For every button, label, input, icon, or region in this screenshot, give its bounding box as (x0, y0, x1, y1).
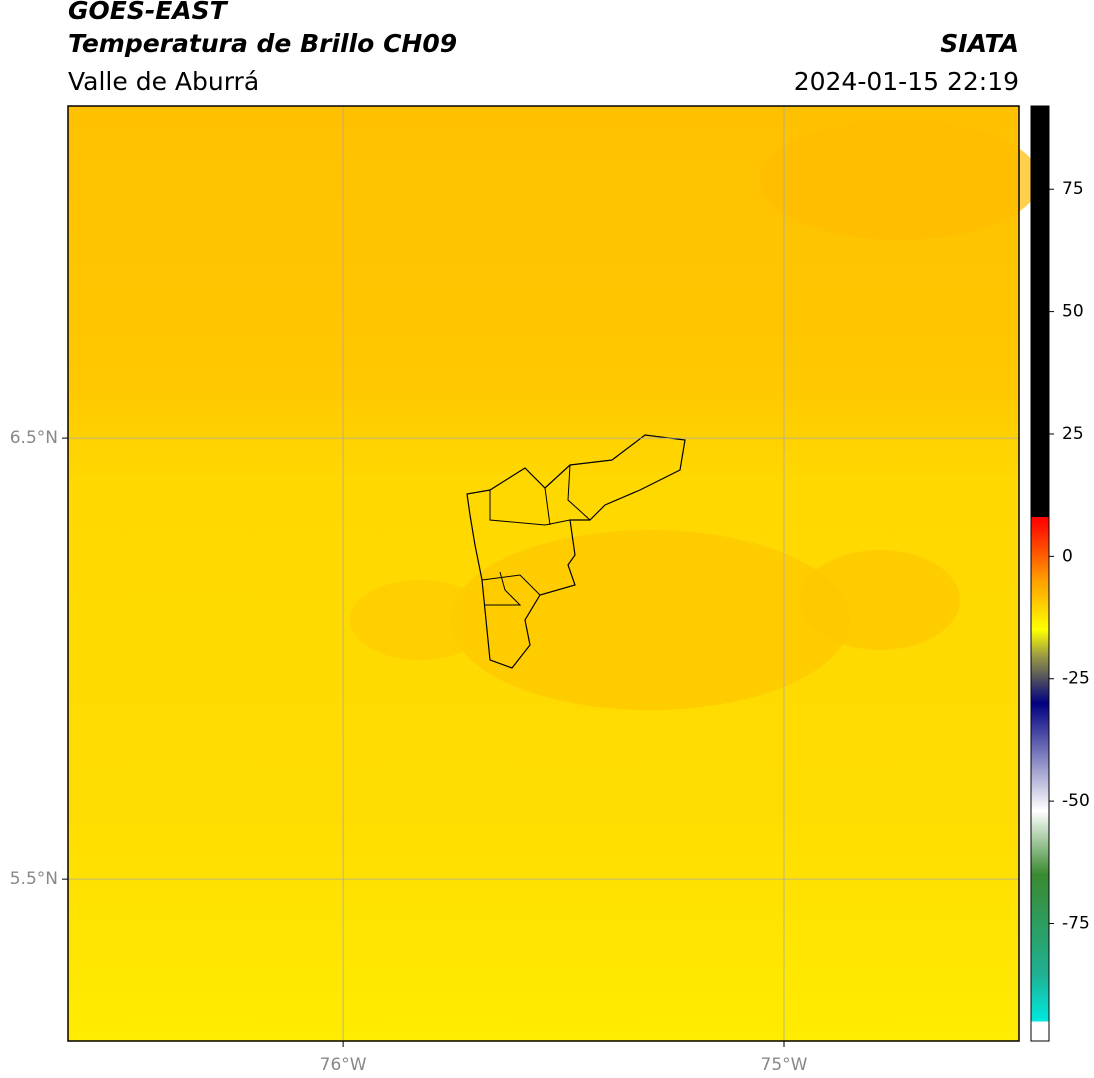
colorbar-tick-label: 0 (1062, 546, 1073, 566)
lon-tick-label: 75°W (761, 1055, 808, 1075)
map-area (62, 105, 1040, 1047)
map-frame (67, 105, 1020, 1042)
subtitle: Temperatura de Brillo CH09 (68, 29, 457, 58)
lat-tick-label: 5.5°N (10, 869, 58, 889)
colorbar-tick-label: -50 (1062, 791, 1090, 811)
lat-tick-label: 6.5°N (10, 428, 58, 448)
colorbar-tick-label: 75 (1062, 179, 1084, 199)
municipality-borders (481, 464, 591, 606)
colorbar-tick-label: 25 (1062, 424, 1084, 444)
colorbar-tick-label: 50 (1062, 302, 1084, 322)
field-patch (760, 120, 1040, 240)
valley-boundary (466, 434, 686, 669)
field-patch (450, 530, 850, 710)
colorbar-tick-label: -25 (1062, 669, 1090, 689)
field-patch (350, 580, 490, 660)
source: SIATA (940, 29, 1019, 58)
colorbar (1030, 105, 1050, 1042)
colorbar-tick-label: -75 (1062, 914, 1090, 934)
field-patch (800, 550, 960, 650)
lon-tick-label: 76°W (320, 1055, 367, 1075)
region: Valle de Aburrá (68, 67, 259, 96)
datetime: 2024-01-15 22:19 (794, 67, 1019, 96)
title: GOES-EAST (68, 0, 229, 25)
